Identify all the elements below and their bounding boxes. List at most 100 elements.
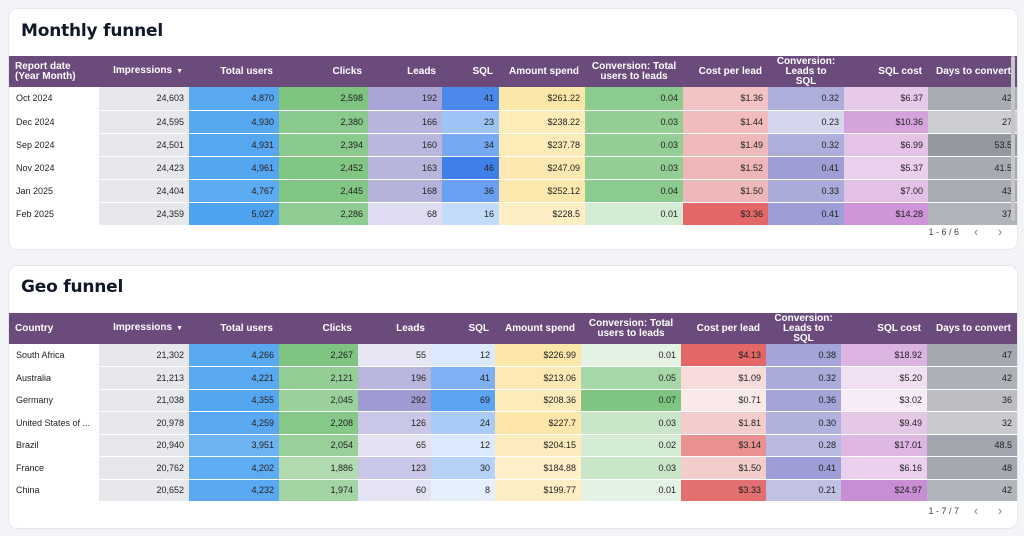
column-header-conversion-leads-sql[interactable]: Conversion: Leads to SQL	[768, 56, 844, 87]
table-row[interactable]: Jan 2025 24,404 4,767 2,445 168 36 $252.12 0.04…	[9, 179, 1017, 203]
conversion-users-leads-cell: 0.01	[581, 344, 681, 367]
column-header-label: Conversion: Total users to leads	[588, 317, 674, 339]
column-header-conversion-leads-sql[interactable]: Conversion: Leads to SQL	[766, 313, 841, 344]
conversion-leads-sql-cell: 0.41	[766, 456, 841, 480]
column-header-cost-per-lead[interactable]: Cost per lead	[681, 313, 766, 344]
column-header-cost-per-lead[interactable]: Cost per lead	[683, 56, 768, 87]
table-row[interactable]: Dec 2024 24,595 4,930 2,380 166 23 $238.22 0.03…	[9, 110, 1017, 134]
table-row[interactable]: Germany 21,038 4,355 2,045 292 69 $208.36 0.07 $…	[9, 389, 1017, 412]
column-header-clicks[interactable]: Clicks	[279, 56, 368, 87]
days-to-convert-cell: 48.5	[927, 434, 1017, 457]
total-users-cell: 4,232	[189, 479, 279, 502]
cost-per-lead-cell: $3.36	[683, 202, 768, 226]
sql-cost-cell: $18.92	[841, 344, 927, 367]
column-header-clicks[interactable]: Clicks	[279, 313, 358, 344]
sql-cell: 16	[442, 202, 499, 226]
sql-cost-cell: $6.16	[841, 456, 927, 480]
leads-cell: 123	[358, 456, 431, 480]
column-header-label: Cost per lead	[698, 65, 762, 77]
column-header-conversion-users-leads[interactable]: Conversion: Total users to leads	[581, 313, 681, 344]
vertical-scrollbar[interactable]	[1011, 56, 1015, 221]
table-row[interactable]: Sep 2024 24,501 4,931 2,394 160 34 $237.78 0.03…	[9, 133, 1017, 157]
days-to-convert-cell: 27	[928, 110, 1017, 134]
impressions-cell: 24,359	[99, 202, 189, 226]
country-cell: Germany	[9, 389, 99, 412]
amount-spend-cell: $226.99	[495, 344, 581, 367]
column-header-label: Days to convert	[935, 322, 1011, 334]
sql-cost-cell: $5.20	[841, 366, 927, 390]
total-users-cell: 4,221	[189, 366, 279, 390]
cost-per-lead-cell: $1.36	[683, 87, 768, 111]
impressions-cell: 21,038	[99, 389, 189, 412]
column-header-leads[interactable]: Leads	[368, 56, 442, 87]
table-row[interactable]: United States of ... 20,978 4,259 2,208 126 2…	[9, 411, 1017, 435]
impressions-cell: 24,404	[99, 179, 189, 203]
impressions-cell: 20,652	[99, 479, 189, 502]
column-header-label: Amount spend	[509, 65, 579, 77]
column-header-total-users[interactable]: Total users	[189, 56, 279, 87]
total-users-cell: 4,355	[189, 389, 279, 412]
previous-page-icon[interactable]: ‹	[973, 224, 979, 239]
days-to-convert-cell: 42	[928, 87, 1017, 111]
conversion-leads-sql-cell: 0.32	[766, 366, 841, 390]
days-to-convert-cell: 53.5	[928, 133, 1017, 157]
table-row[interactable]: South Africa 21,302 4,266 2,267 55 12 $226.99 0…	[9, 344, 1017, 367]
clicks-cell: 2,208	[279, 411, 358, 435]
column-header-days-to-convert[interactable]: Days to convert	[927, 313, 1017, 344]
column-header-conversion-users-leads[interactable]: Conversion: Total users to leads	[585, 56, 683, 87]
sql-cell: 23	[442, 110, 499, 134]
column-header-sql[interactable]: SQL	[442, 56, 499, 87]
next-page-icon[interactable]: ›	[997, 224, 1003, 239]
column-header-label: SQL cost	[878, 65, 922, 77]
table-row[interactable]: Oct 2024 24,603 4,870 2,598 192 41 $261.22 0.04…	[9, 87, 1017, 111]
amount-spend-cell: $238.22	[499, 110, 585, 134]
column-header-label: SQL	[472, 65, 493, 77]
column-header-days-to-convert[interactable]: Days to convert	[928, 56, 1017, 87]
cost-per-lead-cell: $1.09	[681, 366, 766, 390]
sql-cell: 8	[431, 479, 495, 502]
column-header-report-date[interactable]: Report date (Year Month)	[9, 56, 99, 87]
column-header-amount-spend[interactable]: Amount spend	[499, 56, 585, 87]
sql-cost-cell: $5.37	[844, 156, 928, 180]
amount-spend-cell: $252.12	[499, 179, 585, 203]
total-users-cell: 4,202	[189, 456, 279, 480]
total-users-cell: 4,767	[189, 179, 279, 203]
leads-cell: 292	[358, 389, 431, 412]
table-row[interactable]: Brazil 20,940 3,951 2,054 65 12 $204.15 0.02 $3.…	[9, 434, 1017, 457]
amount-spend-cell: $228.5	[499, 202, 585, 226]
table-row[interactable]: France 20,762 4,202 1,886 123 30 $184.88 0.03 $1…	[9, 456, 1017, 480]
pagination-range: 1 - 7 / 7	[928, 505, 959, 516]
days-to-convert-cell: 42	[927, 479, 1017, 502]
conversion-users-leads-cell: 0.03	[585, 110, 683, 134]
table-row[interactable]: China 20,652 4,232 1,974 60 8 $199.77 0.01 $3.33…	[9, 479, 1017, 502]
column-header-sql-cost[interactable]: SQL cost	[841, 313, 927, 344]
previous-page-icon[interactable]: ‹	[973, 503, 979, 518]
table-row[interactable]: Australia 21,213 4,221 2,121 196 41 $213.06 0.0…	[9, 366, 1017, 390]
column-header-impressions[interactable]: Impressions ▼	[99, 313, 189, 344]
column-header-impressions[interactable]: Impressions ▼	[99, 56, 189, 87]
sql-cell: 12	[431, 434, 495, 457]
total-users-cell: 4,870	[189, 87, 279, 111]
column-header-amount-spend[interactable]: Amount spend	[495, 313, 581, 344]
clicks-cell: 2,045	[279, 389, 358, 412]
column-header-total-users[interactable]: Total users	[189, 313, 279, 344]
column-header-leads[interactable]: Leads	[358, 313, 431, 344]
sql-cost-cell: $10.36	[844, 110, 928, 134]
column-header-sql-cost[interactable]: SQL cost	[844, 56, 928, 87]
amount-spend-cell: $208.36	[495, 389, 581, 412]
table-row[interactable]: Nov 2024 24,423 4,961 2,452 163 46 $247.09 0.03…	[9, 156, 1017, 180]
sql-cost-cell: $24.97	[841, 479, 927, 502]
sql-cell: 41	[431, 366, 495, 390]
conversion-users-leads-cell: 0.01	[585, 202, 683, 226]
country-cell: France	[9, 456, 99, 480]
leads-cell: 163	[368, 156, 442, 180]
table-row[interactable]: Feb 2025 24,359 5,027 2,286 68 16 $228.5 0.01 $3…	[9, 202, 1017, 226]
column-header-country[interactable]: Country	[9, 313, 99, 344]
column-header-label: Report date (Year Month)	[15, 60, 76, 82]
leads-cell: 160	[368, 133, 442, 157]
clicks-cell: 1,974	[279, 479, 358, 502]
total-users-cell: 4,259	[189, 411, 279, 435]
next-page-icon[interactable]: ›	[997, 503, 1003, 518]
sql-cell: 46	[442, 156, 499, 180]
column-header-sql[interactable]: SQL	[431, 313, 495, 344]
